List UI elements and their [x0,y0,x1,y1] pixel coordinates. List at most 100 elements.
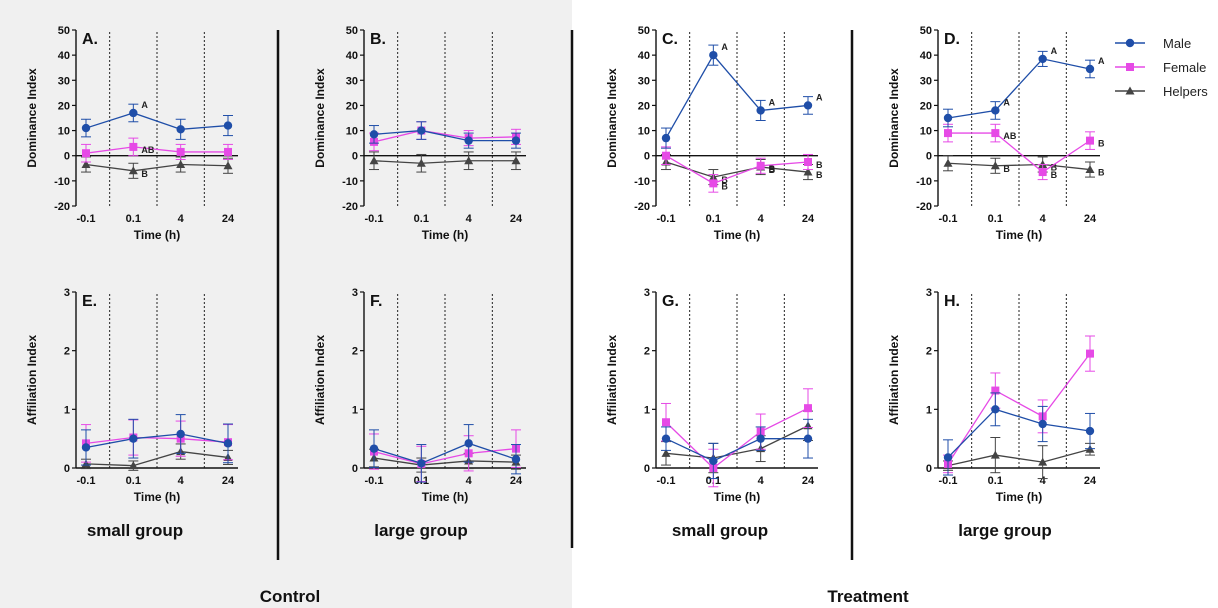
y-axis-label: Dominance Index [887,68,901,168]
point-helpers [1085,165,1095,174]
y-axis-label: Affiliation Index [887,335,901,425]
significance-label: B [769,164,776,174]
x-tick-label: 4 [466,475,473,487]
point-helpers [128,166,138,175]
series-female: AB [81,137,233,163]
y-tick-label: 30 [58,75,70,87]
point-male [223,439,233,448]
y-tick-label: 1 [64,404,70,416]
y-axis-label: Affiliation Index [605,335,619,425]
point-male [661,434,671,443]
control-background [0,0,572,608]
point-female [129,142,138,151]
point-helpers [990,450,1000,459]
panel-a: -20 -10 0 10 20 30 40 50 -0.1 0.1 4 24 Time (h) Domin… [25,25,238,242]
x-tick-label: 4 [178,475,185,487]
x-tick-label: 4 [758,475,765,487]
y-tick-label: 20 [58,100,70,112]
panel-letter: B. [370,31,386,48]
series-line-male [947,58,1091,119]
y-axis-label: Affiliation Index [25,335,39,425]
series-line-helpers [373,160,516,164]
series-male: A [81,100,233,140]
y-tick-label: 1 [352,404,358,416]
x-tick-label: 4 [466,213,473,225]
y-tick-label: -10 [916,176,932,188]
panel-c: -20 -10 0 10 20 30 40 50 -0.1 0.1 4 24 Time (h) Domin… [605,25,823,242]
point-helpers [943,158,953,167]
point-male [943,453,953,462]
series-male [369,424,521,483]
point-male [1085,426,1095,436]
point-helpers [1038,457,1048,466]
y-axis-label: Dominance Index [313,68,327,168]
x-tick-label: -0.1 [939,213,958,225]
series-line-helpers [947,448,1091,467]
point-male [464,439,473,448]
y-tick-label: 0 [644,151,650,163]
series-line-female [373,129,517,143]
x-tick-label: -0.1 [365,475,384,487]
point-helpers [511,156,521,165]
significance-label: AB [1003,131,1016,141]
point-male [223,121,233,130]
y-tick-label: 50 [346,25,358,37]
panel-d: -20 -10 0 10 20 30 40 50 -0.1 0.1 4 24 Time (h) Domin… [887,25,1105,242]
legend-item-female: Female [1115,60,1206,75]
point-male [756,106,765,115]
column-label-treatment-large: large group [958,521,1052,540]
series-helpers [369,151,521,173]
point-male [81,443,91,452]
series-line-helpers [665,425,809,459]
y-tick-label: 0 [352,151,358,163]
y-tick-label: 50 [58,25,70,37]
point-male [709,50,718,60]
point-male [129,434,138,443]
point-female [991,129,1000,138]
series-line-female [665,155,809,185]
y-tick-label: 20 [638,100,650,112]
x-tick-label: -0.1 [77,475,96,487]
y-tick-label: -20 [634,201,650,213]
point-helpers [128,461,138,470]
y-tick-label: 10 [920,126,932,138]
x-axis-label: Time (h) [714,490,760,504]
point-male [1038,54,1047,64]
point-male [991,405,1000,414]
x-axis-label: Time (h) [422,490,468,504]
x-axis-label: Time (h) [996,490,1042,504]
point-helpers [81,160,91,169]
point-male [1085,64,1095,74]
significance-label: A [1051,46,1058,56]
y-tick-label: 10 [638,126,650,138]
y-tick-label: 1 [926,404,932,416]
panel-letter: E. [82,293,97,310]
series-line-helpers [85,450,229,467]
point-male [464,136,473,145]
panel-h: 0 1 2 3 -0.1 0.1 4 24 Time (h) Affiliation Index H… [887,287,1100,504]
x-tick-label: 24 [802,213,815,225]
series-line-male [665,438,808,462]
point-male [369,444,379,453]
series-line-female [948,132,1091,173]
x-tick-label: 0.1 [988,213,1003,225]
point-helpers [176,160,186,169]
series-male [369,121,521,149]
significance-label: B [721,175,728,185]
point-male [991,106,1000,115]
legend-label-male: Male [1163,36,1191,51]
point-male [803,434,813,443]
legend-marker-female [1126,63,1134,71]
point-male [369,130,379,139]
y-tick-label: 2 [926,346,932,358]
series-line-male [665,54,809,139]
point-female [709,179,718,188]
x-tick-label: 24 [510,475,523,487]
significance-label: A [1003,97,1010,107]
y-tick-label: 40 [58,50,70,62]
legend-item-helpers: Helpers [1115,84,1208,99]
y-tick-label: 40 [638,50,650,62]
significance-label: A [816,92,823,102]
